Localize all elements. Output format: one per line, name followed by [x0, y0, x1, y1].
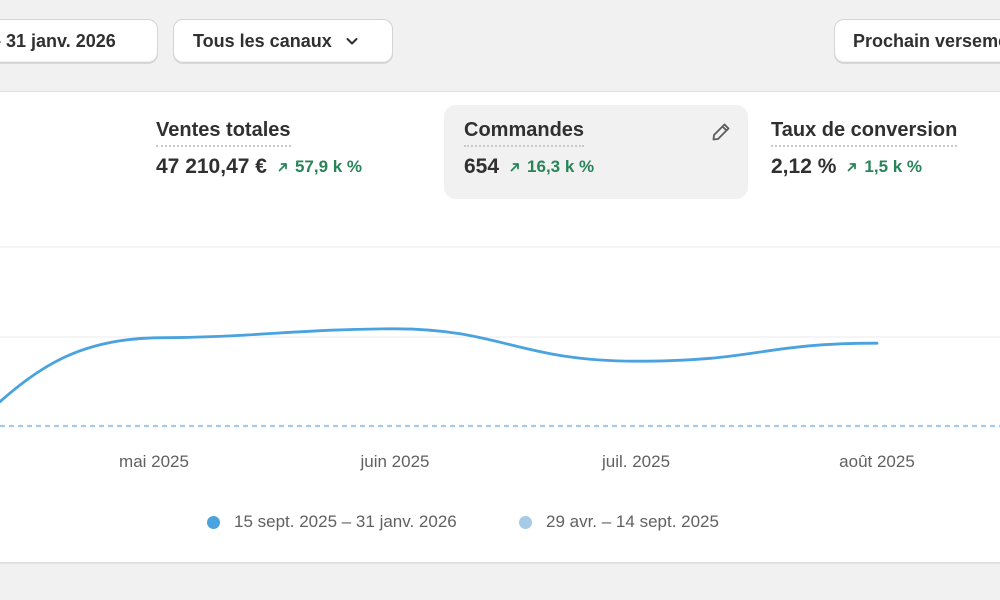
metric-label: Commandes: [464, 119, 585, 147]
next-payout-label: Prochain versement: [853, 30, 1000, 51]
arrow-up-right-icon: [847, 163, 857, 172]
x-tick-label: mai 2025: [119, 452, 189, 471]
metric-delta: 1,5 k %: [846, 157, 922, 177]
metric-orders[interactable]: Commandes 654 16,3 k %: [444, 105, 748, 199]
metric-delta: 16,3 k %: [509, 157, 594, 177]
channel-filter-label: Tous les canaux: [193, 30, 332, 51]
next-payout-button[interactable]: Prochain versement: [834, 19, 1000, 63]
x-tick-label: août 2025: [839, 452, 915, 471]
metric-label: Taux de conversion: [771, 119, 958, 147]
series-line-current: [0, 327, 879, 404]
date-range-button[interactable]: – 31 janv. 2026: [0, 19, 158, 63]
metric-delta-value: 57,9 k %: [294, 157, 363, 176]
arrow-up-right-icon: [278, 163, 287, 172]
legend-dot-icon: [207, 515, 220, 529]
metric-delta-value: 16,3 k %: [527, 157, 595, 176]
metric-delta: 57,9 k %: [277, 157, 362, 177]
metric-value: 47 210,47 €: [156, 155, 267, 178]
chevron-down-icon: [344, 33, 360, 49]
legend-label-current: 15 sept. 2025 – 31 janv. 2026: [234, 512, 457, 531]
arrow-up-right-icon: [510, 163, 519, 172]
pencil-icon: [712, 123, 730, 141]
x-tick-label: juil. 2025: [601, 452, 670, 471]
legend-item-comparison[interactable]: 29 avr. – 14 sept. 2025: [519, 512, 719, 532]
date-range-label: – 31 janv. 2026: [0, 30, 116, 51]
metric-value: 2,12 %: [771, 155, 837, 178]
legend-label-comparison: 29 avr. – 14 sept. 2025: [546, 512, 719, 531]
analytics-card: Ventes totales 47 210,47 € 57,9 k % Comm…: [0, 91, 1000, 563]
metric-label: Ventes totales: [156, 119, 291, 147]
metric-conversion-rate[interactable]: Taux de conversion 2,12 % 1,5 k %: [751, 105, 1000, 199]
metric-value: 654: [464, 155, 500, 178]
metric-delta-value: 1,5 k %: [864, 157, 923, 176]
channel-filter-dropdown[interactable]: Tous les canaux: [173, 19, 393, 63]
x-tick-label: juin 2025: [359, 452, 429, 471]
metric-total-sales[interactable]: Ventes totales 47 210,47 € 57,9 k %: [136, 105, 440, 199]
legend-item-current[interactable]: 15 sept. 2025 – 31 janv. 2026: [207, 512, 457, 532]
legend-dot-icon: [519, 515, 532, 529]
edit-metric-button[interactable]: [708, 119, 734, 145]
